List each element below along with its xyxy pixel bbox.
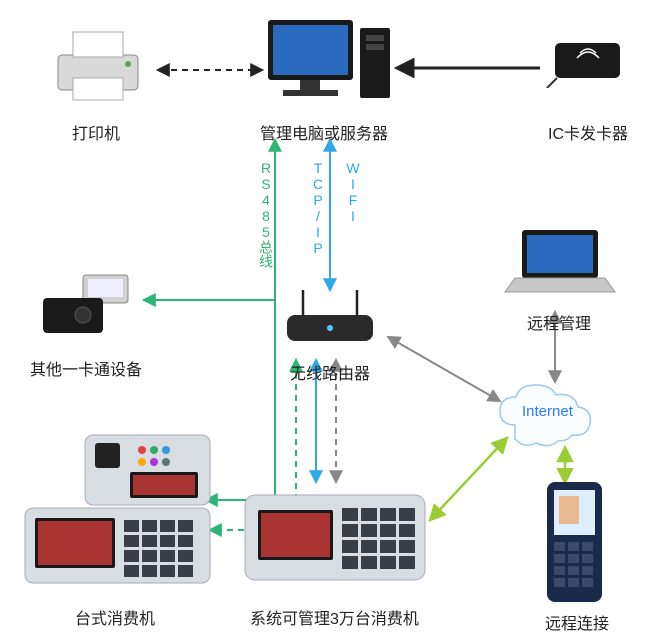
label-desktop-pos: 台式消费机: [75, 605, 155, 629]
network-diagram: server dashed black -->: [0, 0, 650, 633]
label-handheld: 远程连接: [545, 610, 609, 634]
printer-icon: [38, 20, 158, 110]
label-card-issuer: IC卡发卡器: [548, 120, 628, 144]
label-other: 其他一卡通设备: [30, 356, 142, 380]
laptop-icon: [500, 220, 620, 300]
label-router: 无线路由器: [290, 360, 370, 384]
handheld-icon: [535, 480, 620, 610]
label-tcpip: TCP/IP: [310, 160, 326, 256]
server-icon: [258, 10, 398, 110]
other-device-icon: [28, 270, 138, 340]
label-wifi: WIFI: [345, 160, 361, 224]
pos30k-icon: [240, 480, 430, 590]
edge-router-internet: [390, 338, 498, 400]
label-pos30k: 系统可管理3万台消费机: [250, 605, 419, 629]
card-issuer-icon: [545, 18, 635, 88]
router-icon: [275, 285, 385, 355]
label-printer: 打印机: [72, 120, 120, 144]
label-server: 管理电脑或服务器: [260, 120, 388, 144]
label-internet: Internet: [522, 403, 573, 420]
label-rs485: RS485总线: [256, 160, 276, 268]
label-laptop: 远程管理: [527, 310, 591, 334]
edge-internet-pos30k: [432, 440, 505, 518]
desktop-pos-icon: [20, 430, 220, 590]
